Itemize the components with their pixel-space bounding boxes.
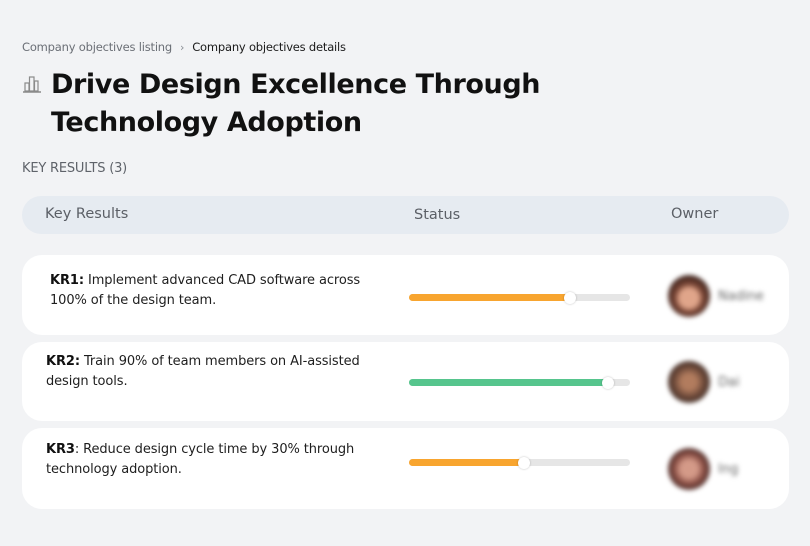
key-result-description: KR1: Implement advanced CAD software acr… xyxy=(50,273,361,308)
buildings-icon xyxy=(23,76,41,93)
key-result-id: KR1: xyxy=(50,273,84,288)
owner[interactable]: Nadine xyxy=(668,275,764,317)
status-progress-bar[interactable] xyxy=(409,376,630,389)
table-row[interactable]: KR2: Train 90% of team members on AI-ass… xyxy=(22,342,789,421)
column-header-key-results: Key Results xyxy=(45,206,129,222)
owner-name: Nadine xyxy=(718,288,764,304)
status-progress-bar[interactable] xyxy=(409,456,630,469)
breadcrumb-current: Company objectives details xyxy=(192,40,346,54)
progress-thumb[interactable] xyxy=(517,456,530,469)
key-results-count: KEY RESULTS (3) xyxy=(22,161,128,176)
owner-name: Dai xyxy=(718,374,740,390)
key-result-id: KR2: xyxy=(46,354,80,369)
progress-fill xyxy=(409,379,608,386)
breadcrumb: Company objectives listing › Company obj… xyxy=(22,40,346,54)
owner-name: Ing xyxy=(718,461,739,477)
progress-fill xyxy=(409,459,524,466)
table-row[interactable]: KR1: Implement advanced CAD software acr… xyxy=(22,255,789,335)
key-result-id: KR3 xyxy=(46,442,75,457)
status-progress-bar[interactable] xyxy=(409,291,630,304)
table-header: Key Results Status Owner xyxy=(22,196,789,234)
owner[interactable]: Dai xyxy=(668,361,740,403)
owner[interactable]: Ing xyxy=(668,448,738,490)
avatar xyxy=(668,275,710,317)
column-header-status: Status xyxy=(414,207,461,223)
progress-fill xyxy=(409,294,571,301)
chevron-right-icon: › xyxy=(180,40,185,54)
breadcrumb-link-listing[interactable]: Company objectives listing xyxy=(22,40,172,54)
key-result-description: KR2: Train 90% of team members on AI-ass… xyxy=(46,354,360,389)
avatar xyxy=(668,448,710,490)
page-header: Drive Design Excellence Through Technolo… xyxy=(22,66,671,142)
column-header-owner: Owner xyxy=(671,206,719,222)
progress-thumb[interactable] xyxy=(601,376,614,389)
key-result-description: KR3: Reduce design cycle time by 30% thr… xyxy=(46,442,355,477)
avatar xyxy=(668,361,710,403)
progress-thumb[interactable] xyxy=(564,291,577,304)
table-row[interactable]: KR3: Reduce design cycle time by 30% thr… xyxy=(22,428,789,509)
page-title: Drive Design Excellence Through Technolo… xyxy=(51,69,541,138)
